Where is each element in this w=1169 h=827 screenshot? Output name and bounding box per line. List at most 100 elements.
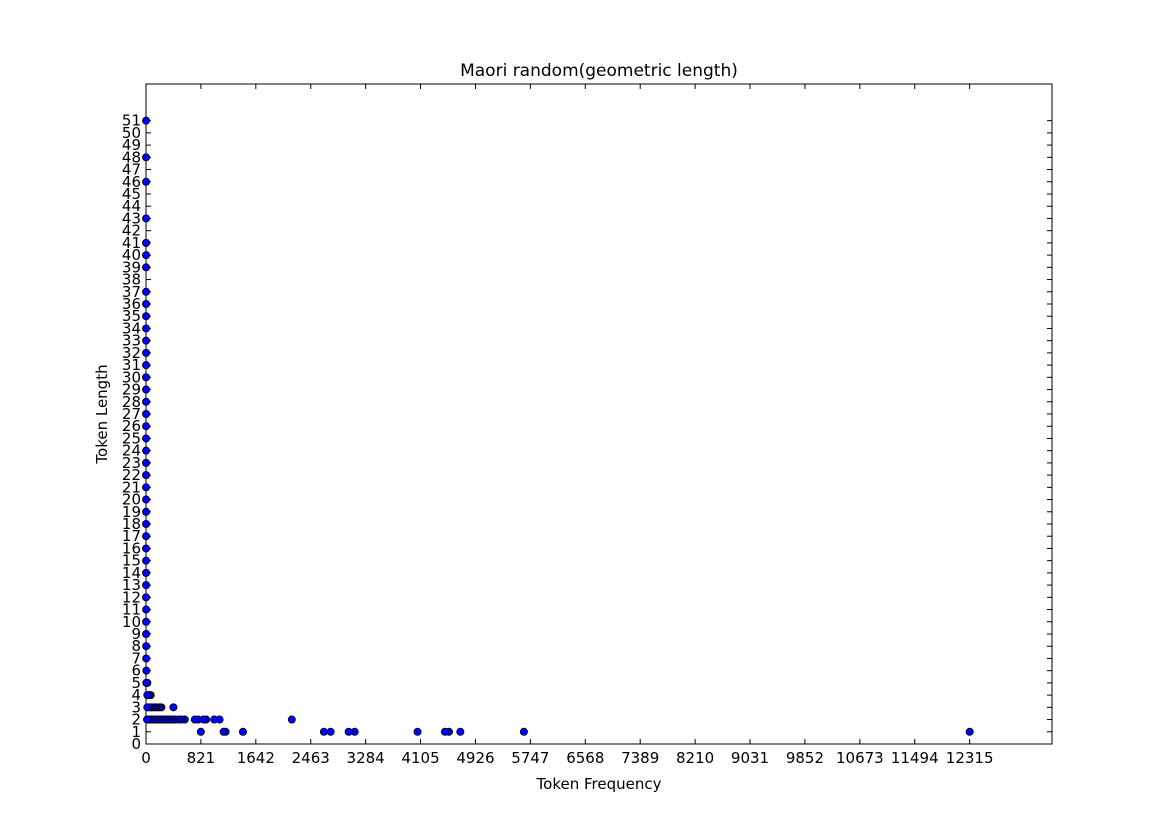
data-point xyxy=(319,727,328,736)
data-point xyxy=(210,715,219,724)
x-tick-label: 8210 xyxy=(676,749,714,767)
data-point xyxy=(142,666,151,675)
data-point xyxy=(142,361,151,370)
x-tick-label: 9031 xyxy=(731,749,769,767)
y-tick-label: 17 xyxy=(122,527,141,545)
x-tick-label: 1642 xyxy=(237,749,275,767)
data-point xyxy=(142,177,151,186)
data-point xyxy=(142,373,151,382)
y-tick-label: 7 xyxy=(131,649,141,667)
y-tick-label: 47 xyxy=(122,161,141,179)
y-tick-label: 0 xyxy=(131,735,141,753)
data-point xyxy=(326,727,335,736)
y-tick-label: 41 xyxy=(122,234,141,252)
y-tick-label: 5 xyxy=(131,674,141,692)
y-tick-label: 40 xyxy=(122,246,141,264)
data-point xyxy=(142,654,151,663)
y-tick-label: 15 xyxy=(122,552,141,570)
data-point xyxy=(143,703,152,712)
plot-frame xyxy=(145,83,1053,745)
data-point xyxy=(142,385,151,394)
y-tick-label: 31 xyxy=(122,356,141,374)
x-tick-label: 4926 xyxy=(456,749,494,767)
data-point xyxy=(142,544,151,553)
data-point xyxy=(196,727,205,736)
data-point xyxy=(142,446,151,455)
y-tick-label: 51 xyxy=(122,112,141,130)
data-point xyxy=(413,727,422,736)
y-tick-label: 33 xyxy=(122,332,141,350)
y-tick-label: 12 xyxy=(122,588,141,606)
data-point xyxy=(219,727,228,736)
y-tick-label: 20 xyxy=(122,491,141,509)
y-tick-label: 35 xyxy=(122,307,141,325)
x-tick-label: 0 xyxy=(141,749,151,767)
y-tick-label: 16 xyxy=(122,539,141,557)
y-tick-label: 24 xyxy=(122,442,141,460)
y-tick-label: 44 xyxy=(122,197,141,215)
data-point xyxy=(142,471,151,480)
y-tick-label: 26 xyxy=(122,417,141,435)
data-point xyxy=(142,568,151,577)
data-point xyxy=(142,556,151,565)
plot-area: 0 821 1642 2463 3284 4105 4926 5747 6568 7389 8210… xyxy=(122,83,1053,767)
y-tick-label: 42 xyxy=(122,222,141,240)
data-point xyxy=(143,715,152,724)
y-tick-label: 28 xyxy=(122,393,141,411)
y-tick-label: 14 xyxy=(122,564,141,582)
y-tick-label: 46 xyxy=(122,173,141,191)
chart-title: Maori random(geometric length) xyxy=(460,61,738,81)
data-point xyxy=(142,324,151,333)
y-tick-label: 10 xyxy=(122,613,141,631)
data-point xyxy=(142,458,151,467)
y-tick-label: 37 xyxy=(122,283,141,301)
y-tick-label: 1 xyxy=(131,723,141,741)
data-point xyxy=(169,703,178,712)
y-tick-label: 3 xyxy=(131,698,141,716)
data-point xyxy=(142,409,151,418)
x-tick-label: 821 xyxy=(187,749,216,767)
y-tick-label: 9 xyxy=(131,625,141,643)
y-tick-label: 38 xyxy=(122,271,141,289)
y-tick-label: 36 xyxy=(122,295,141,313)
y-tick-label: 11 xyxy=(122,601,141,619)
x-tick-label: 7389 xyxy=(621,749,659,767)
y-tick-label: 32 xyxy=(122,344,141,362)
y-tick-label: 23 xyxy=(122,454,141,472)
data-point xyxy=(142,434,151,443)
data-point xyxy=(142,299,151,308)
x-tick-label: 3284 xyxy=(347,749,385,767)
data-point xyxy=(142,642,151,651)
x-tick-label: 4105 xyxy=(401,749,439,767)
data-point xyxy=(142,630,151,639)
data-point xyxy=(142,312,151,321)
y-tick-label: 22 xyxy=(122,466,141,484)
x-tick-label: 10673 xyxy=(836,749,884,767)
y-tick-label: 45 xyxy=(122,185,141,203)
x-tick-label: 9852 xyxy=(786,749,824,767)
y-tick-label: 49 xyxy=(122,136,141,154)
data-point xyxy=(142,214,151,223)
y-tick-label: 43 xyxy=(122,209,141,227)
data-point xyxy=(519,727,528,736)
data-point xyxy=(142,593,151,602)
data-point xyxy=(142,581,151,590)
data-point xyxy=(142,605,151,614)
data-point xyxy=(965,727,974,736)
data-point xyxy=(142,495,151,504)
y-tick-label: 39 xyxy=(122,258,141,276)
y-tick-label: 27 xyxy=(122,405,141,423)
x-tick-label: 12315 xyxy=(946,749,994,767)
data-point xyxy=(440,727,449,736)
y-tick-label: 4 xyxy=(131,686,141,704)
data-point xyxy=(287,715,296,724)
data-point xyxy=(142,617,151,626)
data-point xyxy=(143,691,152,700)
data-point xyxy=(142,348,151,357)
y-tick-label: 25 xyxy=(122,429,141,447)
x-tick-label: 6568 xyxy=(566,749,604,767)
data-point xyxy=(142,116,151,125)
y-tick-label: 19 xyxy=(122,503,141,521)
y-tick-label: 8 xyxy=(131,637,141,655)
data-point xyxy=(142,532,151,541)
